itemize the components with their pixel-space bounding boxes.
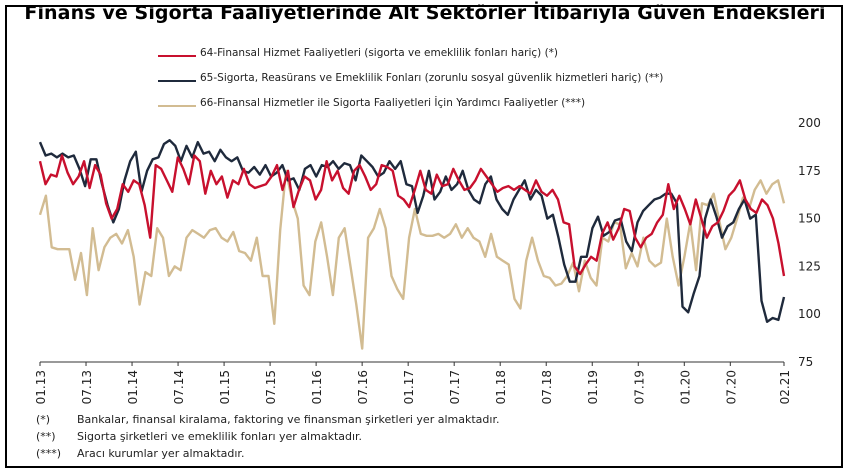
chart-frame [5, 5, 843, 468]
x-tick-label: 07.17 [448, 370, 462, 404]
x-tick-label: 07.16 [356, 370, 370, 404]
legend-swatch [158, 105, 196, 107]
legend-label: 65-Sigorta, Reasürans ve Emeklilik Fonla… [200, 72, 664, 84]
footnote-text: Sigorta şirketleri ve emeklilik fonları … [77, 430, 363, 443]
y-tick-label: 125 [798, 259, 821, 273]
y-tick-label: 75 [798, 355, 813, 369]
footnote-text: Aracı kurumlar yer almaktadır. [77, 447, 245, 460]
x-tick-label: 07.14 [172, 370, 186, 404]
legend-swatch [158, 55, 196, 57]
x-tick-label: 01.15 [218, 370, 232, 404]
x-tick-label: 01.20 [678, 370, 692, 404]
series-line-1 [38, 154, 786, 277]
footnote-mark: (*) [36, 413, 51, 426]
x-tick-label: 01.17 [402, 370, 416, 404]
footnote-mark: (**) [36, 430, 56, 443]
x-tick-label: 02.21 [778, 370, 792, 404]
x-tick-label: 07.18 [540, 370, 554, 404]
y-tick-label: 150 [798, 212, 821, 226]
chart-title: Finans ve Sigorta Faaliyetlerinde Alt Se… [24, 2, 826, 24]
x-tick-label: 07.20 [724, 370, 738, 404]
y-tick-label: 200 [798, 116, 821, 130]
x-tick-label: 07.19 [632, 370, 646, 404]
x-tick-label: 01.14 [126, 370, 140, 404]
x-tick-label: 07.15 [264, 370, 278, 404]
legend-swatch [158, 80, 196, 82]
y-tick-label: 100 [798, 307, 821, 321]
x-tick-label: 01.13 [34, 370, 48, 404]
legend-label: 66-Finansal Hizmetler ile Sigorta Faaliy… [200, 97, 586, 109]
x-tick-label: 01.16 [310, 370, 324, 404]
series-line-2 [38, 138, 786, 323]
footnote-mark: (***) [36, 447, 62, 460]
x-tick-label: 07.13 [80, 370, 94, 404]
footnote-text: Bankalar, finansal kiralama, faktoring v… [77, 413, 500, 426]
y-tick-label: 175 [798, 164, 821, 178]
legend-label: 64-Finansal Hizmet Faaliyetleri (sigorta… [200, 47, 559, 59]
x-tick-label: 01.18 [494, 370, 508, 404]
x-tick-label: 01.19 [586, 370, 600, 404]
series-line-3 [38, 169, 786, 350]
